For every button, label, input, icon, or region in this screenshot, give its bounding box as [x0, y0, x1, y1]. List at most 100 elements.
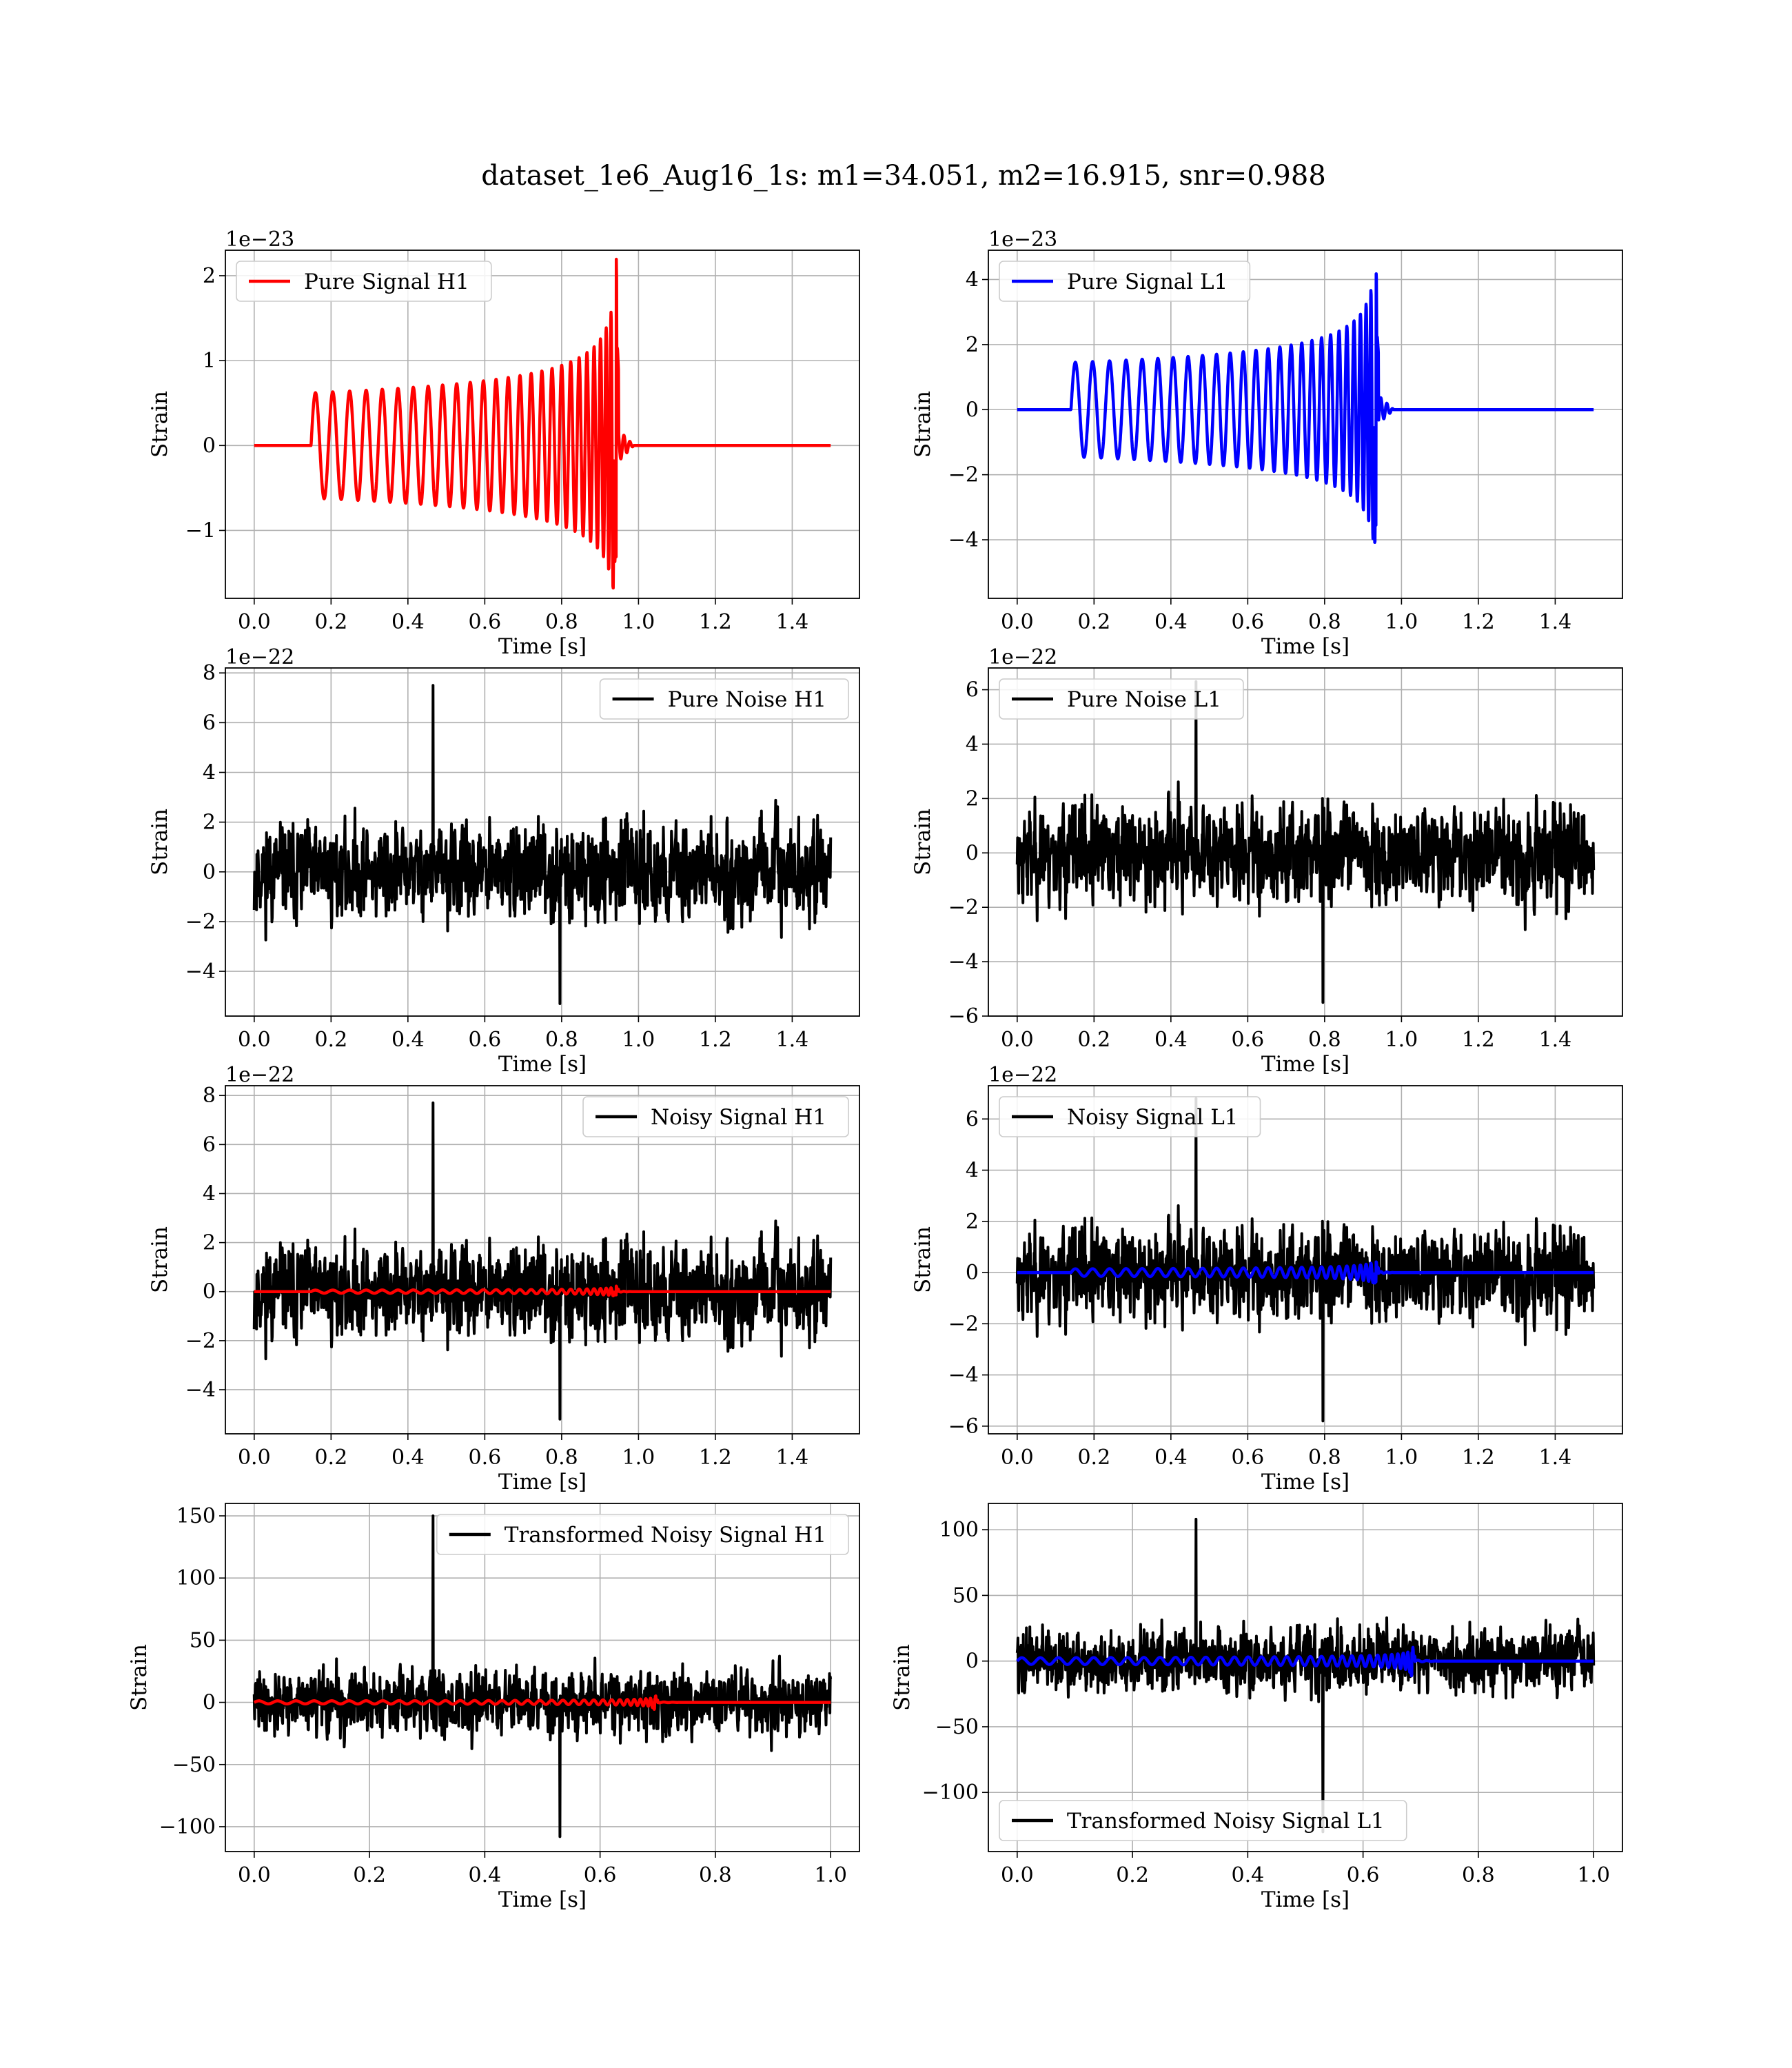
y-tick-label: −4: [185, 960, 216, 984]
series-line-pure-signal-h1: [252, 257, 833, 590]
legend: Pure Signal H1: [236, 261, 492, 302]
x-tick-label: 0.0: [238, 610, 271, 634]
y-tick-label: 50: [190, 1628, 216, 1652]
series-group: [252, 257, 833, 590]
x-tick-label: 0.2: [353, 1863, 386, 1887]
axis-offset-text: 1e−22: [988, 1063, 1057, 1087]
y-tick-label: 0: [203, 860, 216, 884]
x-axis-label: Time [s]: [498, 1052, 587, 1077]
y-tick-label: 4: [966, 1159, 979, 1183]
legend-box: [999, 261, 1251, 302]
x-tick-label: 0.4: [1232, 1863, 1265, 1887]
x-tick-label: 0.6: [469, 610, 502, 634]
x-axis-label: Time [s]: [498, 1887, 587, 1912]
series-line-transformed-noisy-signal-h1: [252, 1514, 833, 1838]
y-axis-label: Strain: [127, 1644, 152, 1711]
x-tick-label: 0.0: [1001, 1863, 1034, 1887]
x-tick-label: 0.8: [545, 610, 578, 634]
legend: Transformed Noisy Signal H1: [436, 1514, 849, 1555]
axis-offset-text: 1e−22: [225, 1063, 294, 1087]
y-axis-label: Strain: [910, 809, 935, 875]
x-tick-label: 1.0: [1385, 1446, 1418, 1470]
x-axis-label: Time [s]: [1261, 634, 1350, 659]
y-tick-label: −6: [948, 1004, 979, 1028]
series-line-noisy-signal-h1-signal-overlay: [252, 1284, 833, 1297]
x-tick-label: 0.4: [391, 1028, 425, 1052]
y-tick-label: −4: [948, 950, 979, 974]
series-line-noisy-signal-l1: [1015, 1097, 1596, 1423]
series-line-transformed-noisy-signal-l1-signal-overlay: [1015, 1645, 1596, 1678]
figure-title: dataset_1e6_Aug16_1s: m1=34.051, m2=16.9…: [481, 160, 1326, 192]
legend: Transformed Noisy Signal L1: [999, 1800, 1407, 1841]
legend-box: [599, 678, 849, 720]
y-tick-label: −2: [948, 1312, 979, 1336]
x-tick-label: 1.2: [699, 1446, 732, 1470]
x-axis-label: Time [s]: [498, 634, 587, 659]
x-tick-label: 0.8: [1308, 610, 1341, 634]
y-tick-label: 100: [939, 1518, 979, 1542]
series-line-noisy-signal-l1-signal-overlay: [1015, 1260, 1596, 1285]
x-tick-label: 1.2: [1462, 1446, 1495, 1470]
axes-frame: [988, 1085, 1623, 1435]
y-tick-label: 2: [203, 811, 216, 835]
axis-offset-text: 1e−22: [988, 645, 1057, 669]
x-tick-label: 0.0: [1001, 1446, 1034, 1470]
y-tick-label: −2: [948, 463, 979, 487]
y-tick-label: 0: [203, 1691, 216, 1715]
y-tick-label: 0: [203, 434, 216, 458]
x-tick-label: 1.4: [1539, 1446, 1572, 1470]
x-tick-label: 0.4: [469, 1863, 502, 1887]
series-group: [1015, 1517, 1596, 1834]
legend-box: [582, 1096, 849, 1137]
axes-frame: [988, 250, 1623, 599]
y-tick-label: 6: [203, 1133, 216, 1157]
y-tick-label: 4: [203, 1182, 216, 1206]
x-tick-label: 1.2: [699, 1028, 732, 1052]
x-tick-label: 0.8: [1308, 1028, 1341, 1052]
legend: Noisy Signal L1: [999, 1096, 1261, 1137]
x-tick-label: 0.2: [1077, 610, 1110, 634]
series-group: [1015, 1097, 1596, 1423]
axes-frame: [988, 667, 1623, 1017]
x-tick-label: 1.0: [814, 1863, 847, 1887]
x-tick-label: 0.0: [238, 1863, 271, 1887]
legend-label: Pure Noise L1: [1067, 687, 1221, 712]
y-tick-label: 0: [966, 1650, 979, 1674]
series-group: [1015, 680, 1596, 1004]
x-tick-label: 0.4: [1154, 610, 1188, 634]
y-tick-label: 2: [966, 1210, 979, 1234]
subplot-noisy-signal-l1: 0.0 0.2 0.4 0.6 0.8 1.0 1.2 1.4 −6 −4 −2 0 2 4 6 Time […: [910, 1063, 1623, 1494]
series-line-pure-signal-l1: [1015, 272, 1596, 545]
x-tick-label: 0.2: [1116, 1863, 1149, 1887]
subplots: 0.0 0.2 0.4 0.6 0.8 1.0 1.2 1.4 −1 0 1 2 Time [s] Str…: [127, 227, 1623, 1912]
axis-offset-text: 1e−23: [225, 227, 294, 252]
y-tick-label: −2: [185, 1329, 216, 1353]
subplot-pure-signal-l1: 0.0 0.2 0.4 0.6 0.8 1.0 1.2 1.4 −4 −2 0 2 4 Time [s] S…: [910, 227, 1623, 659]
y-tick-label: −4: [948, 1364, 979, 1388]
x-tick-label: 0.4: [1154, 1028, 1188, 1052]
legend-label: Transformed Noisy Signal L1: [1067, 1809, 1385, 1834]
x-tick-label: 0.4: [391, 610, 425, 634]
series-group: [252, 684, 833, 1005]
x-axis-label: Time [s]: [1261, 1052, 1350, 1077]
y-axis-label: Strain: [147, 1226, 172, 1293]
x-tick-label: 0.6: [469, 1028, 502, 1052]
x-tick-label: 0.6: [1347, 1863, 1380, 1887]
x-tick-label: 1.2: [1462, 1028, 1495, 1052]
y-tick-label: −4: [185, 1378, 216, 1402]
x-axis-label: Time [s]: [1261, 1470, 1350, 1494]
x-tick-label: 0.8: [545, 1446, 578, 1470]
subplot-noisy-signal-h1: 0.0 0.2 0.4 0.6 0.8 1.0 1.2 1.4 −4 −2 0 2 4 6 8 Time [s…: [147, 1063, 860, 1494]
x-tick-label: 1.4: [776, 1028, 809, 1052]
legend-label: Pure Signal L1: [1067, 270, 1228, 294]
y-tick-label: 100: [176, 1566, 216, 1590]
series-group: [252, 1514, 833, 1838]
x-tick-label: 0.0: [1001, 610, 1034, 634]
y-tick-label: 0: [966, 398, 979, 422]
x-tick-label: 0.8: [699, 1863, 732, 1887]
y-tick-label: 6: [203, 711, 216, 735]
x-tick-label: 1.2: [1462, 610, 1495, 634]
series-group: [1015, 272, 1596, 545]
subplot-transformed-noisy-signal-l1: 0.0 0.2 0.4 0.6 0.8 1.0 −100 −50 0 50 100 Time [s] S…: [890, 1503, 1623, 1912]
legend-box: [999, 678, 1244, 720]
